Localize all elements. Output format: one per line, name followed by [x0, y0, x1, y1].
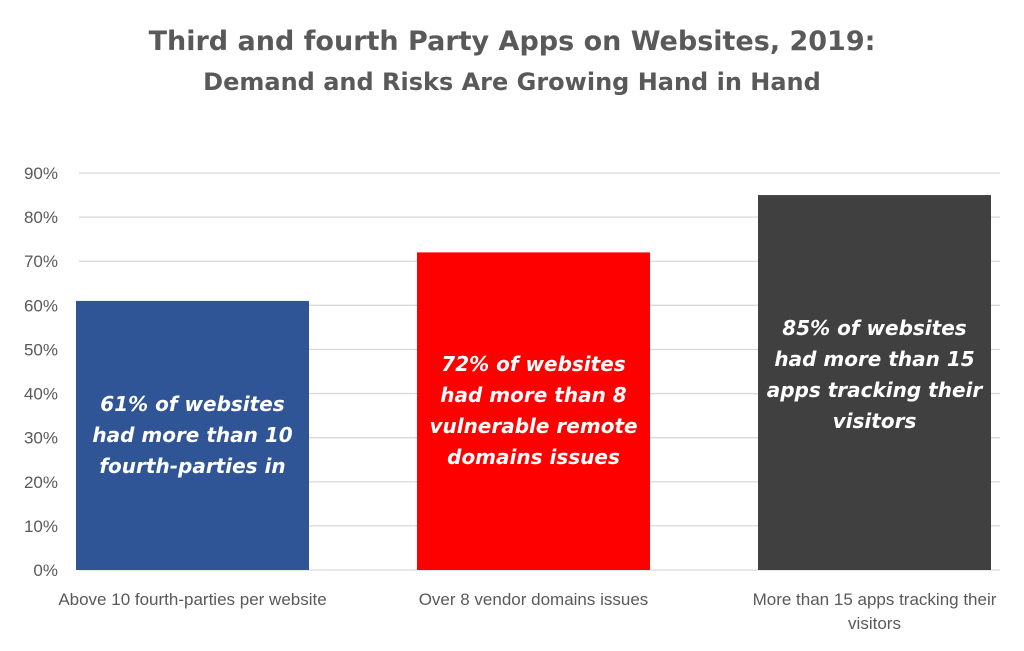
- y-tick-label: 50%: [24, 340, 58, 359]
- x-category-label: Over 8 vendor domains issues: [418, 590, 649, 609]
- title-line-2: Demand and Risks Are Growing Hand in Han…: [203, 68, 821, 96]
- bar-data-label: 85% of websites had more than 15 apps tr…: [766, 315, 983, 433]
- y-tick-label: 20%: [24, 473, 58, 492]
- chart-title: Third and fourth Party Apps on Websites,…: [0, 22, 1024, 102]
- title-line-1: Third and fourth Party Apps on Websites,…: [148, 26, 876, 57]
- bar: [758, 195, 991, 571]
- y-tick-label: 60%: [24, 296, 58, 315]
- y-tick-label: 80%: [24, 208, 58, 227]
- bar: [76, 300, 309, 570]
- y-tick-label: 10%: [24, 517, 58, 536]
- y-tick-label: 70%: [24, 252, 58, 271]
- y-tick-label: 40%: [24, 385, 58, 404]
- bar-data-label: 61% of websites had more than 10 fourth-…: [92, 391, 293, 478]
- bar-data-label: 72% of websites had more than 8 vulnerab…: [429, 352, 638, 470]
- y-tick-label: 0%: [33, 561, 58, 580]
- x-category-label: More than 15 apps tracking their visitor…: [752, 590, 997, 633]
- x-category-label: Above 10 fourth-parties per website: [58, 590, 327, 609]
- bar: [417, 252, 650, 570]
- y-tick-label: 30%: [24, 429, 58, 448]
- y-tick-label: 90%: [24, 164, 58, 183]
